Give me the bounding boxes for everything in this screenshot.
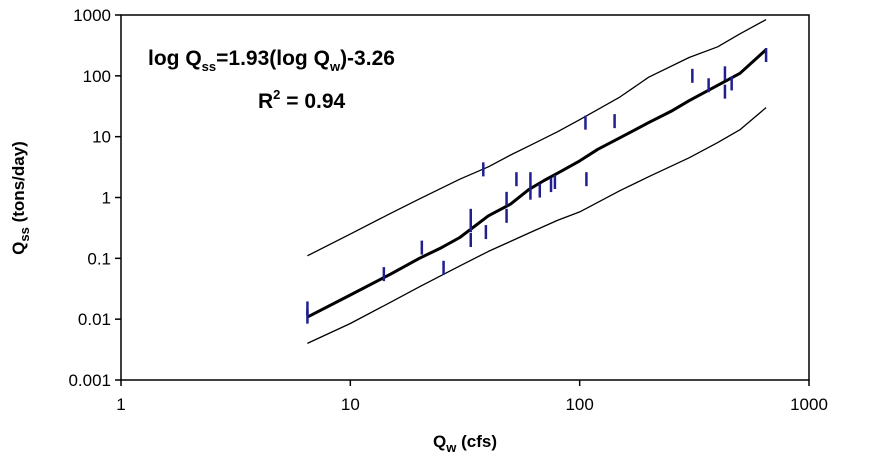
x-tick-label: 1 [116, 395, 125, 414]
x-tick-label: 1000 [790, 395, 828, 414]
y-tick-label: 0.001 [68, 371, 111, 390]
prediction-bound-line [307, 19, 767, 257]
y-axis-title: Qss (tons/day) [9, 141, 32, 255]
x-tick-label: 10 [341, 395, 360, 414]
regression-line [306, 48, 768, 319]
y-tick-label: 100 [83, 67, 111, 86]
x-axis-title: Qw (cfs) [433, 432, 497, 455]
y-tick-label: 1000 [73, 6, 111, 25]
x-tick-label: 100 [565, 395, 593, 414]
y-tick-label: 1 [102, 189, 111, 208]
prediction-bound-line [307, 107, 767, 344]
r-squared-annotation: R2 = 0.94 [258, 87, 346, 113]
x-axis: 1 10 100 1000 [116, 380, 828, 414]
equation-annotation: log Qss=1.93(log Qw)-3.26 [148, 47, 395, 74]
series-points [306, 48, 768, 324]
y-axis: 0.001 0.01 0.1 1 10 100 1000 [68, 6, 121, 390]
y-tick-label: 10 [92, 128, 111, 147]
y-tick-label: 0.1 [87, 249, 111, 268]
y-tick-label: 0.01 [78, 310, 111, 329]
series-lines [306, 19, 768, 344]
